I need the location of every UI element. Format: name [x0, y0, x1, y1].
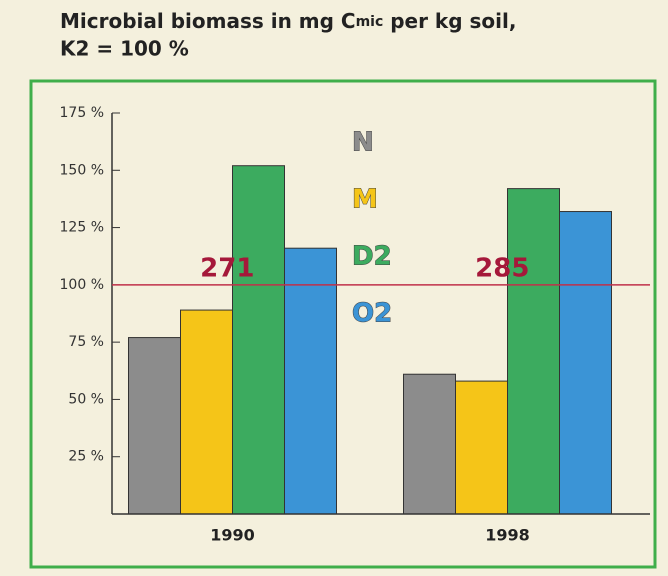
bar — [128, 337, 181, 515]
frame — [29, 79, 657, 569]
y-tick-label: 25 % — [68, 449, 104, 465]
y-tick-label: 100 % — [60, 277, 104, 293]
bar — [507, 188, 560, 515]
bar — [559, 211, 612, 515]
y-tick-label: 125 % — [60, 220, 104, 236]
bar — [403, 373, 456, 515]
legend-label: N — [352, 128, 374, 158]
title-part: Microbial biomass in mg C — [60, 9, 356, 33]
y-tick-label: 150 % — [60, 162, 104, 178]
title-part: per kg soil, — [383, 9, 516, 33]
legend-label: M — [352, 185, 378, 215]
chart-title: Microbial biomass in mg Cmic per kg soil… — [60, 9, 516, 33]
legend-label: O2 — [352, 299, 392, 329]
title-sub: mic — [356, 14, 384, 30]
bar — [232, 165, 285, 515]
reference-label: 271 — [200, 253, 254, 283]
bar — [180, 309, 233, 515]
bar — [284, 247, 337, 515]
x-tick-label: 1998 — [485, 526, 530, 545]
x-tick-label: 1990 — [210, 526, 255, 545]
chart-subtitle: K2 = 100 % — [60, 37, 189, 61]
legend-label: D2 — [352, 242, 392, 272]
y-tick-label: 175 % — [60, 105, 104, 121]
reference-label: 285 — [475, 253, 529, 283]
y-tick-label: 50 % — [68, 391, 104, 407]
y-tick-label: 75 % — [68, 334, 104, 350]
bar — [455, 380, 508, 515]
